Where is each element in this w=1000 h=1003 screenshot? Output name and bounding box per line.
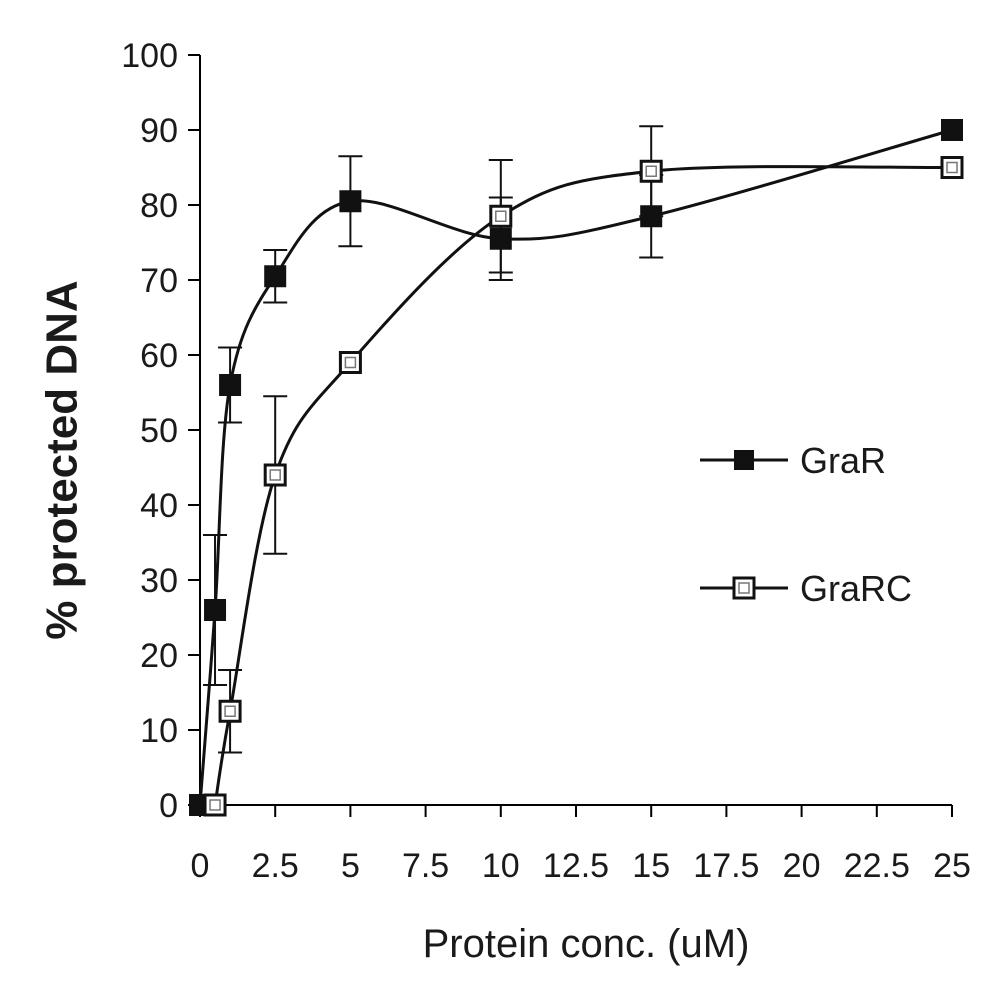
series-layer [189,119,964,817]
x-tick-label: 25 [933,847,971,885]
y-tick-label: 40 [140,487,178,525]
data-point-marker [940,156,964,179]
y-tick-label: 70 [140,262,178,300]
series-grarc [203,125,964,817]
legend-item-grar: GraR [700,440,886,481]
y-tick-label: 90 [140,112,178,150]
marker-inner [645,165,657,177]
marker-inner [344,356,357,369]
data-point-marker [264,265,287,288]
x-tick-label: 10 [482,847,520,885]
legend-marker [734,450,754,470]
y-tick-label: 60 [140,337,178,375]
marker-outer [732,576,756,600]
data-point-marker [941,119,963,141]
y-tick-label: 100 [121,37,178,75]
marker-outer [263,463,287,487]
marker-inner [946,161,958,174]
legend-marker [732,576,756,600]
marker-outer [940,156,964,179]
marker-inner [209,799,221,811]
data-point-marker [338,351,362,374]
x-tick-label: 15 [632,847,670,885]
x-tick-label: 20 [783,847,821,885]
series-line [213,165,953,806]
x-axis-title: Protein conc. (uM) [423,922,750,966]
data-point-marker [203,793,227,817]
y-tick-label: 20 [140,637,178,675]
x-tick-label: 2.5 [252,847,299,885]
y-tick-label: 80 [140,187,178,225]
data-point-marker [489,204,513,228]
x-tick-label: 12.5 [543,847,609,885]
data-point-marker [219,374,242,396]
marker-inner [495,210,507,222]
marker-outer [639,159,663,183]
data-point-marker [218,699,242,723]
y-tick-label: 10 [140,712,178,750]
marker-inner [224,705,236,717]
data-point-marker [339,190,362,213]
y-axis-title: % protected DNA [38,280,87,639]
legend-item-grarc: GraRC [700,568,912,609]
data-point-marker [639,159,663,183]
legend: GraR GraRC [700,440,912,609]
marker-inner [269,469,281,481]
legend-label: GraRC [800,568,912,609]
marker-outer [489,204,513,228]
x-ticks: 0 2.5 5 7.5 10 12.5 15 17.5 20 22.5 25 [191,805,971,885]
y-tick-label: 30 [140,562,178,600]
x-tick-label: 7.5 [402,847,449,885]
x-tick-label: 22.5 [844,847,910,885]
x-tick-label: 5 [341,847,360,885]
y-tick-label: 0 [159,787,178,825]
marker-outer [218,699,242,723]
y-tick-label: 50 [140,412,178,450]
x-tick-label: 0 [191,847,210,885]
x-tick-label: 17.5 [693,847,759,885]
y-ticks: 0 10 20 30 40 50 60 70 80 90 100 [121,37,200,825]
data-point-marker [263,463,287,487]
data-point-marker [204,599,227,621]
marker-outer [338,351,362,374]
marker-inner [738,582,750,594]
marker-outer [203,793,227,817]
legend-label: GraR [800,440,886,481]
